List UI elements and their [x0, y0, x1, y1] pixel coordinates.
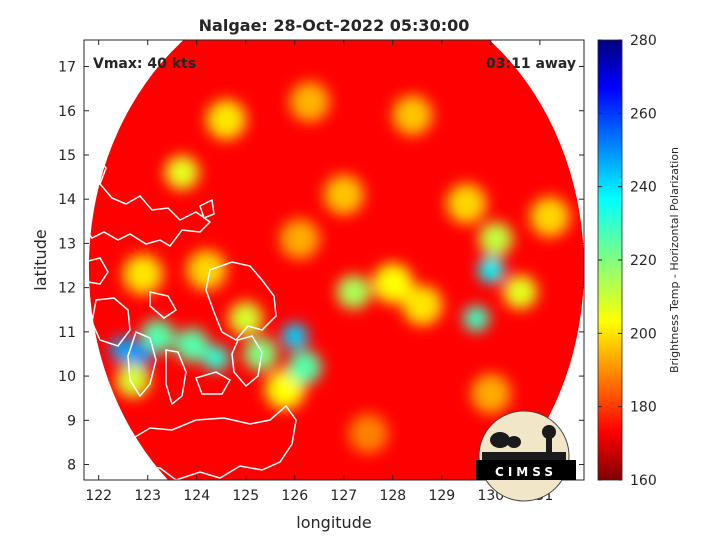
- brightness-feature: [281, 323, 308, 350]
- colorbar: 160 180 200 220 240 260 280: [597, 33, 657, 489]
- chart-title: Nalgae: 28-Oct-2022 05:30:00: [199, 16, 470, 35]
- logo-satellite-dish: [490, 432, 510, 448]
- brightness-feature: [478, 221, 513, 256]
- y-tick-label: 13: [58, 236, 76, 252]
- colorbar-tick-label: 260: [630, 106, 657, 122]
- x-tick-label: 125: [232, 488, 259, 504]
- logo-satellite-dish-2: [507, 436, 521, 448]
- colorbar-tick-label: 180: [630, 400, 657, 416]
- brightness-feature: [140, 319, 175, 354]
- brightness-feature: [110, 336, 137, 363]
- coastline-catanduanes: [199, 198, 215, 219]
- x-tick-label: 123: [134, 488, 161, 504]
- x-tick-label: 122: [85, 488, 112, 504]
- brightness-feature: [186, 249, 227, 290]
- y-tick-label: 16: [58, 104, 76, 120]
- brightness-feature: [402, 285, 443, 326]
- y-tick-label: 12: [58, 281, 76, 297]
- brightness-feature: [289, 81, 330, 122]
- logo-tower-top: [542, 425, 556, 439]
- brightness-feature: [336, 275, 371, 310]
- coastline-mindanao: [105, 404, 297, 480]
- brightness-feature: [477, 256, 504, 283]
- coastline-negros: [127, 330, 157, 398]
- coastline-mindoro: [84, 257, 109, 285]
- logo-banner: [476, 460, 576, 480]
- colorbar-tick-label: 240: [630, 180, 657, 196]
- coastline-cebu: [165, 349, 187, 406]
- colorbar-tick-label: 280: [630, 33, 657, 49]
- logo-tower: [546, 436, 552, 462]
- brightness-feature: [116, 363, 151, 398]
- brightness-feature: [206, 99, 247, 140]
- logo-text: CIMSS: [495, 465, 557, 479]
- brightness-feature: [446, 183, 487, 224]
- brightness-feature: [122, 254, 163, 295]
- brightness-feature: [228, 301, 263, 336]
- brightness-feature: [165, 155, 200, 190]
- brightness-feature: [503, 275, 538, 310]
- x-axis-label: longitude: [296, 513, 371, 532]
- coastline-samar: [205, 261, 277, 341]
- colorbar-tick-label: 200: [630, 326, 657, 342]
- y-tick-label: 11: [58, 325, 76, 341]
- brightness-feature: [470, 373, 511, 414]
- brightness-feature: [463, 305, 490, 332]
- brightness-feature: [323, 174, 364, 215]
- brightness-feature: [372, 263, 413, 304]
- y-tick-label: 17: [58, 60, 76, 76]
- brightness-feature: [203, 345, 230, 372]
- colorbar-tick-label: 220: [630, 253, 657, 269]
- x-tick-label: 128: [379, 488, 406, 504]
- y-tick-label: 15: [58, 148, 76, 164]
- vmax-annotation: Vmax: 40 kts: [93, 56, 196, 72]
- brightness-feature: [529, 196, 570, 237]
- colorbar-label: Brightness Temp - Horizontal Polarizatio…: [668, 147, 681, 373]
- logo-building: [482, 452, 566, 460]
- coastline-luzon: [84, 67, 111, 113]
- x-tick-label: 124: [183, 488, 210, 504]
- cimss-logo: CIMSS: [476, 410, 576, 502]
- y-axis-label: latitude: [31, 229, 50, 290]
- y-tick-label: 8: [67, 458, 76, 474]
- coastline-leyte: [231, 335, 263, 388]
- coastline-panay: [91, 297, 131, 347]
- y-tick-label: 10: [58, 369, 76, 385]
- colorbar-tick-label: 160: [630, 473, 657, 489]
- coastline-layer: [84, 67, 297, 480]
- x-tick-label: 126: [281, 488, 308, 504]
- coastline-bohol: [195, 371, 232, 395]
- brightness-feature: [174, 328, 209, 363]
- coastline-masbate: [149, 291, 177, 319]
- x-tick-label: 127: [330, 488, 357, 504]
- brightness-feature: [279, 218, 320, 259]
- brightness-feature: [348, 413, 389, 454]
- time-away-annotation: 03:11 away: [486, 56, 576, 72]
- x-tick-label: 129: [428, 488, 455, 504]
- brightness-feature: [243, 336, 278, 371]
- brightness-feature: [287, 350, 322, 385]
- axes-frame: [83, 39, 585, 481]
- brightness-feature: [392, 95, 433, 136]
- y-tick-label: 14: [58, 192, 76, 208]
- y-tick-label: 9: [67, 413, 76, 429]
